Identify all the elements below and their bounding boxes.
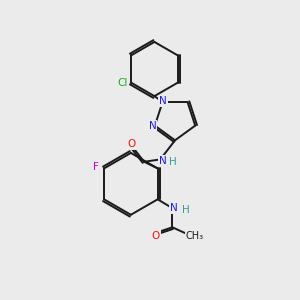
Text: N: N — [170, 203, 178, 213]
Text: N: N — [159, 156, 167, 166]
Text: N: N — [159, 96, 167, 106]
Text: H: H — [169, 157, 176, 167]
Text: Cl: Cl — [118, 78, 128, 88]
Text: N: N — [148, 121, 156, 131]
Text: F: F — [93, 162, 99, 172]
Text: O: O — [127, 139, 136, 149]
Text: CH₃: CH₃ — [186, 231, 204, 241]
Text: O: O — [152, 231, 160, 241]
Text: H: H — [182, 205, 190, 214]
